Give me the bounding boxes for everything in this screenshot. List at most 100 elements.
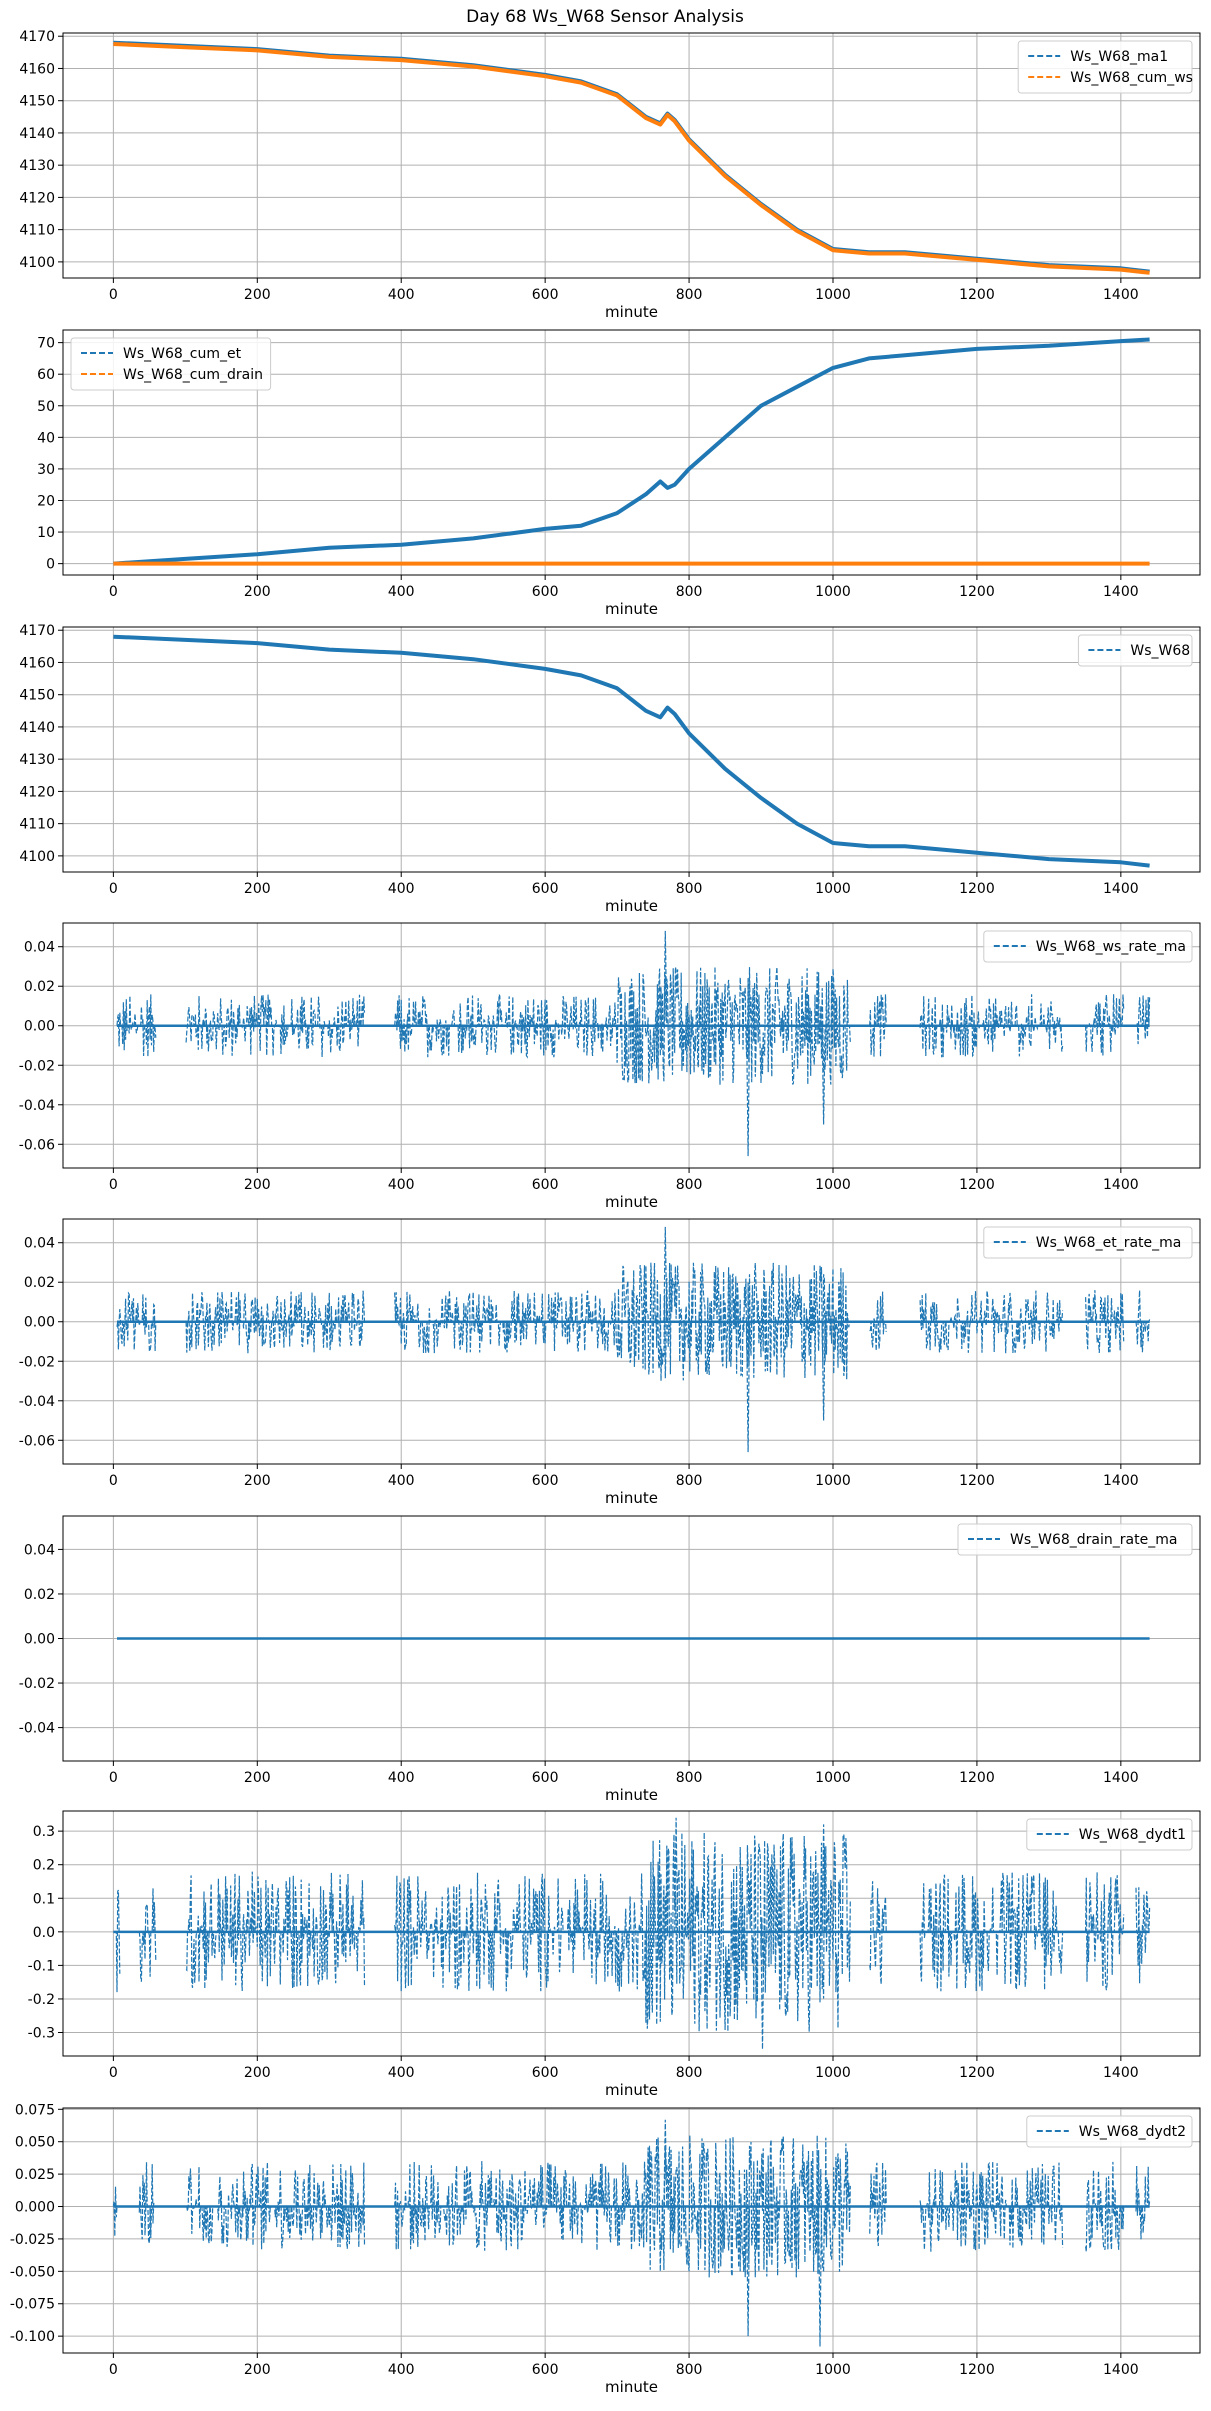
legend-entry: Ws_W68_dydt1 [1079, 1827, 1186, 1843]
y-tick-label: 0.075 [15, 2102, 55, 2118]
legend: Ws_W68_ws_rate_ma [983, 930, 1193, 963]
y-tick-label: 0.0 [33, 1925, 55, 1941]
y-tick-label: -0.02 [19, 1354, 55, 1370]
subplot-3: 0 200 400 600 800 1000 1200 1400 4100 4110 4120 413… [19, 623, 1201, 915]
y-tick-label: 0.00 [24, 1632, 55, 1648]
x-tick-label: 800 [676, 584, 703, 600]
y-tick-label: 0.2 [33, 1858, 55, 1874]
x-tick-label: 1200 [959, 1770, 995, 1786]
x-tick-label: 200 [244, 1473, 271, 1489]
series-line-Ws_W68_ma1 [113, 40, 1150, 274]
y-tick-label: 10 [37, 525, 55, 541]
legend-entry: Ws_W68_cum_ws [1070, 70, 1193, 86]
series-line-Ws_W68_ws_rate_ma [116, 930, 1151, 1157]
x-tick-label: 1000 [815, 1770, 851, 1786]
axes-frame [62, 329, 1201, 576]
x-tick-label: 1400 [1103, 1770, 1139, 1786]
y-tick-label: -0.025 [10, 2232, 55, 2248]
x-tick-label: 1000 [815, 2362, 851, 2378]
y-tick-label: 4110 [19, 223, 55, 239]
y-tick-label: -0.075 [10, 2297, 55, 2313]
x-tick-label: 1000 [815, 881, 851, 897]
x-tick-label: 600 [532, 1177, 559, 1193]
x-tick-label: 800 [676, 1770, 703, 1786]
y-tick-label: 4120 [19, 784, 55, 800]
x-tick-label: 1200 [959, 1473, 995, 1489]
x-tick-label: 600 [532, 1770, 559, 1786]
series-group [116, 1226, 1151, 1453]
x-axis-label: minute [605, 897, 658, 915]
y-tick-label: 4110 [19, 817, 55, 833]
y-tick-label: 0.025 [15, 2167, 55, 2183]
axes-frame [62, 32, 1201, 279]
y-tick-label: 4130 [19, 752, 55, 768]
legend-box [957, 1523, 1193, 1556]
x-axis-label: minute [605, 2081, 658, 2099]
x-tick-label: 0 [109, 2065, 118, 2081]
y-tick-label: 4100 [19, 849, 55, 865]
y-tick-label: 4170 [19, 623, 55, 639]
y-tick-label: -0.02 [19, 1676, 55, 1692]
legend: Ws_W68 [1077, 634, 1193, 667]
legend: Ws_W68_et_rate_ma [983, 1226, 1193, 1259]
x-tick-label: 400 [388, 2065, 415, 2081]
x-tick-label: 400 [388, 1177, 415, 1193]
series-line-Ws_W68_dydt2 [112, 2119, 1151, 2347]
y-tick-label: 4140 [19, 126, 55, 142]
x-tick-label: 800 [676, 1177, 703, 1193]
series-line-Ws_W68_cum_et [113, 337, 1150, 566]
x-tick-label: 1000 [815, 1473, 851, 1489]
subplot-8: 0 200 400 600 800 1000 1200 1400 -0.100 -0.075 -0.… [10, 2102, 1201, 2396]
x-tick-label: 600 [532, 1473, 559, 1489]
subplot-7: 0 200 400 600 800 1000 1200 1400 -0.3 -0.2 -0.1 0.0… [28, 1810, 1201, 2099]
legend-box [1017, 40, 1193, 94]
series-group [116, 930, 1151, 1157]
x-tick-label: 800 [676, 881, 703, 897]
y-tick-label: 4130 [19, 158, 55, 174]
subplot-5: 0 200 400 600 800 1000 1200 1400 -0.06 -0.04 -0.02… [19, 1218, 1201, 1507]
series-group [113, 40, 1150, 275]
legend-entry: Ws_W68_drain_rate_ma [1010, 1532, 1177, 1548]
x-tick-label: 800 [676, 2065, 703, 2081]
x-tick-label: 800 [676, 287, 703, 303]
y-tick-label: 4160 [19, 655, 55, 671]
y-tick-label: 0.02 [24, 1587, 55, 1603]
x-tick-label: 1400 [1103, 287, 1139, 303]
y-tick-label: 4120 [19, 190, 55, 206]
legend-entry: Ws_W68_cum_drain [123, 367, 263, 383]
x-tick-label: 1200 [959, 2362, 995, 2378]
x-tick-label: 0 [109, 2362, 118, 2378]
y-tick-label: -0.2 [28, 1992, 55, 2008]
y-tick-label: 0.050 [15, 2135, 55, 2151]
y-tick-label: 0.02 [24, 1275, 55, 1291]
y-tick-label: 0.04 [24, 1236, 55, 1252]
y-tick-label: 0.00 [24, 1019, 55, 1035]
x-tick-label: 1400 [1103, 881, 1139, 897]
series-line-Ws_W68_et_rate_ma [116, 1226, 1151, 1453]
x-tick-label: 1400 [1103, 584, 1139, 600]
x-tick-label: 800 [676, 2362, 703, 2378]
y-tick-label: 50 [37, 399, 55, 415]
series-group [113, 1817, 1151, 2050]
y-tick-label: -0.06 [19, 1433, 55, 1449]
series-group [113, 337, 1150, 566]
x-tick-label: 200 [244, 2065, 271, 2081]
subplot-6: 0 200 400 600 800 1000 1200 1400 -0.04 -0.02 0.00 0… [19, 1515, 1201, 1804]
x-tick-label: 1000 [815, 1177, 851, 1193]
y-tick-label: 4150 [19, 94, 55, 110]
subplot-1: 0 200 400 600 800 1000 1200 1400 4100 4110 4120 413… [19, 29, 1201, 321]
axes-frame [62, 1810, 1201, 2057]
x-tick-label: 1000 [815, 287, 851, 303]
x-axis-label: minute [605, 1489, 658, 1507]
x-axis-label: minute [605, 2378, 658, 2396]
x-tick-label: 0 [109, 287, 118, 303]
x-tick-label: 400 [388, 584, 415, 600]
y-tick-label: -0.04 [19, 1721, 55, 1737]
x-tick-label: 1400 [1103, 1177, 1139, 1193]
x-tick-label: 600 [532, 287, 559, 303]
axes-frame [62, 626, 1201, 873]
x-tick-label: 1400 [1103, 2362, 1139, 2378]
x-tick-label: 600 [532, 881, 559, 897]
y-tick-label: 4160 [19, 61, 55, 77]
